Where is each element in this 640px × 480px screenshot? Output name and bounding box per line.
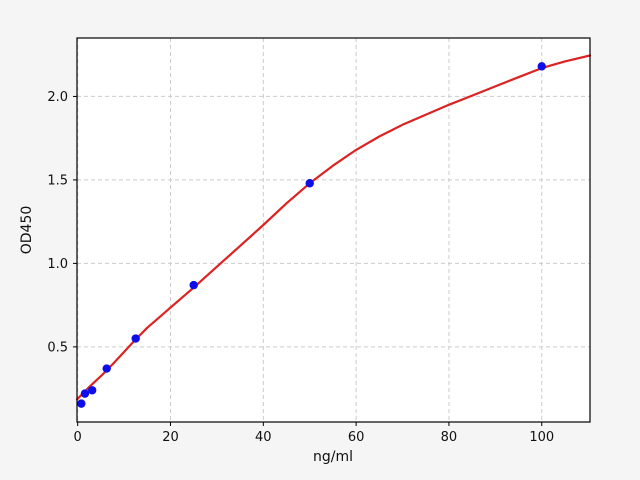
x-tick-label: 80 [441,430,458,445]
data-point [87,386,97,395]
data-point [80,389,90,398]
data-point [305,179,314,188]
data-point [77,399,86,408]
data-point [102,364,111,373]
x-axis-label: ng/ml [313,449,353,465]
x-tick-label: 60 [348,430,365,445]
y-axis-label: OD450 [19,206,35,255]
y-tick-label: 1.0 [47,257,68,272]
x-tick-label: 100 [529,430,554,445]
x-tick-label: 0 [74,430,82,445]
fit-curve [75,54,592,401]
data-point [537,62,546,71]
x-tick-label: 40 [255,430,272,445]
x-tick-label: 20 [162,430,179,445]
data-point [131,334,140,343]
data-points-layer [77,62,546,408]
plot-area [77,38,590,422]
gridlines [77,38,590,422]
data-point [189,280,198,290]
y-tick-label: 2.0 [47,90,68,105]
tick-marks [73,95,543,426]
axes-spines [76,37,591,423]
y-tick-label: 0.5 [47,340,68,355]
tick-labels: 0 20 40 60 80 100 0.5 1.0 1.5 2.0 [47,90,554,445]
fit-curve-layer [75,54,592,401]
y-tick-label: 1.5 [47,173,68,188]
